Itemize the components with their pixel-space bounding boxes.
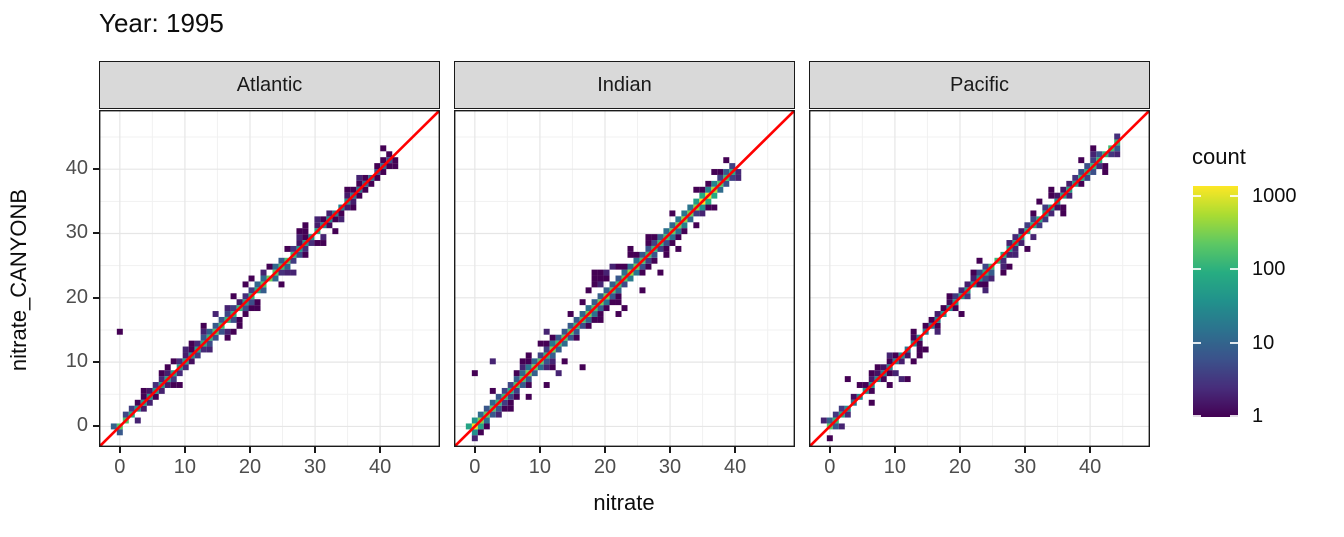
x-tick-mark [603,447,606,453]
y-axis-title: nitrate_CANYONB [6,188,31,372]
legend-tick-label: 100 [1252,258,1286,281]
legend-tick-label: 1000 [1252,185,1297,207]
x-tick-label: 0 [114,456,126,478]
facet-panel-indian [454,110,795,447]
panel-svg [99,110,440,447]
y-tick-label: 30 [65,221,88,244]
facet-panel-pacific [809,110,1150,447]
legend-tick-mark [1230,268,1238,271]
panel-svg [454,110,795,447]
legend-colorbar [1193,186,1238,417]
y-tick-label: 20 [65,285,88,308]
x-tick-label: 40 [724,456,747,478]
x-tick-mark [734,447,737,453]
x-tick-label: 30 [303,456,327,478]
facet-strip-pacific: Pacific [809,61,1150,109]
legend-tick-label: 10 [1252,331,1275,354]
facet-strip-indian: Indian [454,61,795,109]
legend-tick-mark [1193,341,1201,344]
x-tick-label: 20 [593,456,617,478]
x-tick-mark [958,447,961,453]
legend-title: count [1192,144,1246,169]
y-tick-label: 10 [65,350,88,373]
identity-line [99,110,440,447]
x-tick-label: 30 [1013,456,1037,478]
facet-strip-label: Indian [597,73,652,96]
x-axis-title: nitrate [593,490,655,515]
x-tick-mark [538,447,541,453]
x-tick-label: 40 [369,456,392,478]
legend-tick-mark [1193,195,1201,197]
facet-strip-label: Pacific [950,73,1009,96]
x-tick-mark [893,447,896,453]
y-tick-mark [93,425,99,428]
y-tick-mark [93,296,99,299]
y-tick-mark [93,232,99,235]
x-tick-mark [473,447,476,453]
identity-line [454,110,795,447]
legend-tick-mark [1193,268,1201,271]
facet-strip-label: Atlantic [236,73,303,96]
x-tick-mark [828,447,831,453]
y-tick-mark [93,361,99,364]
y-tick-label: 0 [76,414,88,437]
x-tick-label: 40 [1079,456,1102,478]
y-tick-mark [93,168,99,171]
x-tick-mark [118,447,121,453]
identity-line [809,110,1150,447]
legend-tick-mark [1230,195,1238,197]
y-tick-label: 40 [65,157,88,180]
x-tick-label: 10 [173,456,197,478]
x-tick-label: 20 [238,456,262,478]
x-tick-mark [1024,447,1027,453]
legend-tick-label: 1 [1252,405,1264,427]
x-tick-mark [314,447,317,453]
legend-tick-mark [1193,415,1201,417]
plot-title: Year: 1995 [99,8,224,38]
x-tick-mark [669,447,672,453]
x-tick-mark [1089,447,1092,453]
x-tick-label: 0 [469,456,481,478]
x-tick-label: 10 [883,456,907,478]
x-tick-label: 0 [824,456,836,478]
x-tick-label: 10 [528,456,552,478]
facet-panel-atlantic [99,110,440,447]
x-tick-label: 30 [658,456,682,478]
facet-strip-atlantic: Atlantic [99,61,440,109]
x-tick-mark [379,447,382,453]
x-tick-mark [183,447,186,453]
legend-tick-mark [1230,415,1238,417]
x-tick-mark [248,447,251,453]
x-tick-label: 20 [948,456,972,478]
panel-svg [809,110,1150,447]
legend-tick-mark [1230,341,1238,344]
bin-layer [465,157,742,442]
